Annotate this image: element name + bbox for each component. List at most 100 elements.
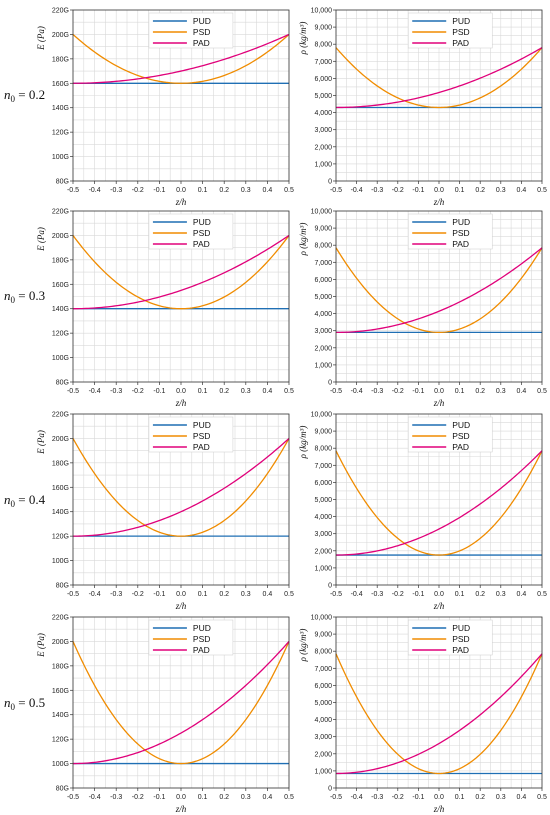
- chart-panel: -0.5 -0.4 -0.3 -0.2 -0.1 0.0 0.1 0.2 0.3 0.4 0.5 0 1…: [298, 615, 547, 815]
- x-tick-label: -0.1: [153, 187, 165, 194]
- series-line-psd: [72, 438, 290, 537]
- x-tick-label: 0.2: [219, 794, 229, 801]
- x-tick-label: 0.2: [475, 388, 485, 395]
- y-tick-label: 220G: [52, 615, 69, 622]
- y-tick-label: 4,000: [314, 311, 332, 318]
- y-tick-label: 6,000: [314, 76, 332, 83]
- x-tick-label: 0.3: [496, 794, 506, 801]
- row-label-sub: 0: [11, 94, 16, 104]
- y-tick-label: 3,000: [314, 328, 332, 335]
- row-label: n0 = 0.5: [4, 695, 45, 712]
- x-tick-label: 0.0: [434, 187, 444, 194]
- series-line-pad: [335, 450, 543, 556]
- legend-label-pad: PAD: [193, 442, 210, 452]
- legend-box: [148, 619, 234, 656]
- y-axis-label: ρ (kg/m³): [298, 22, 308, 56]
- y-tick-label: 200G: [52, 436, 69, 443]
- legend-box: [407, 213, 493, 250]
- y-tick-label: 7,000: [314, 463, 332, 470]
- legend-label-pad: PAD: [193, 645, 210, 655]
- x-tick-label: 0.4: [517, 794, 527, 801]
- x-tick-label: -0.1: [153, 388, 165, 395]
- x-tick-label: -0.5: [330, 388, 342, 395]
- legend-box: [148, 12, 234, 49]
- y-tick-label: 7,000: [314, 260, 332, 267]
- legend-label-pad: PAD: [193, 38, 210, 48]
- x-tick-label: 0.0: [176, 794, 186, 801]
- y-tick-label: 160G: [52, 485, 69, 492]
- x-tick-label: 0.1: [455, 591, 465, 598]
- row-label-n: n: [4, 695, 11, 710]
- y-tick-label: 9,000: [314, 429, 332, 436]
- chart-panel: -0.5 -0.4 -0.3 -0.2 -0.1 0.0 0.1 0.2 0.3 0.4 0.5 80…: [36, 615, 294, 815]
- x-tick-label: -0.2: [132, 794, 144, 801]
- y-tick-label: 1,000: [314, 362, 332, 369]
- y-axis-label: ρ (kg/m³): [298, 426, 308, 460]
- y-tick-label: 1,000: [314, 565, 332, 572]
- y-tick-label: 120G: [52, 534, 69, 541]
- row-label-eq: = 0.5: [15, 695, 45, 710]
- x-tick-label: -0.4: [351, 794, 363, 801]
- x-tick-label: 0.4: [517, 591, 527, 598]
- x-tick-label: -0.2: [392, 388, 404, 395]
- x-tick-label: 0.5: [284, 794, 294, 801]
- y-tick-label: 4,000: [314, 514, 332, 521]
- y-tick-label: 3,000: [314, 127, 332, 134]
- x-tick-label: 0.0: [176, 591, 186, 598]
- y-tick-label: 120G: [52, 331, 69, 338]
- series-line-psd: [72, 33, 290, 84]
- x-tick-label: 0.1: [455, 388, 465, 395]
- row-label: n0 = 0.2: [4, 87, 45, 104]
- y-tick-label: 7,000: [314, 59, 332, 66]
- y-tick-label: 200G: [52, 639, 69, 646]
- series-line-pad: [72, 33, 290, 84]
- y-tick-label: 2,000: [314, 751, 332, 758]
- x-tick-label: -0.3: [110, 187, 122, 194]
- x-tick-label: 0.4: [517, 187, 527, 194]
- x-tick-label: 0.3: [241, 794, 251, 801]
- x-tick-label: 0.3: [241, 591, 251, 598]
- row-label-eq: = 0.3: [15, 288, 45, 303]
- y-tick-label: 10,000: [311, 8, 333, 15]
- x-tick-label: 0.1: [198, 388, 208, 395]
- x-tick-label: -0.4: [351, 591, 363, 598]
- y-tick-label: 200G: [52, 32, 69, 39]
- y-tick-label: 1,000: [314, 768, 332, 775]
- legend-label-psd: PSD: [193, 228, 210, 238]
- legend-label-pad: PAD: [452, 239, 469, 249]
- x-tick-label: 0.3: [241, 187, 251, 194]
- y-tick-label: 140G: [52, 105, 69, 112]
- x-tick-label: 0.2: [219, 187, 229, 194]
- y-tick-label: 6,000: [314, 480, 332, 487]
- series-line-pad: [335, 653, 543, 775]
- y-tick-label: 0: [328, 583, 332, 590]
- x-tick-label: -0.2: [392, 187, 404, 194]
- y-tick-label: 100G: [52, 154, 69, 161]
- y-tick-label: 5,000: [314, 700, 332, 707]
- y-tick-label: 8,000: [314, 42, 332, 49]
- x-tick-label: 0.5: [537, 187, 547, 194]
- x-axis-label: z/h: [175, 601, 187, 611]
- y-tick-label: 180G: [52, 257, 69, 264]
- y-axis-label: E (Pa): [36, 26, 46, 51]
- x-tick-label: 0.2: [475, 794, 485, 801]
- series-line-psd: [335, 247, 543, 334]
- x-tick-label: -0.5: [67, 591, 79, 598]
- x-tick-label: -0.1: [153, 794, 165, 801]
- y-tick-label: 220G: [52, 8, 69, 15]
- x-tick-label: 0.5: [537, 591, 547, 598]
- row-label: n0 = 0.3: [4, 288, 45, 305]
- y-tick-label: 3,000: [314, 531, 332, 538]
- legend-box: [148, 416, 234, 453]
- y-tick-label: 180G: [52, 460, 69, 467]
- x-axis-label: z/h: [433, 804, 445, 814]
- y-tick-label: 8,000: [314, 649, 332, 656]
- y-tick-label: 5,000: [314, 497, 332, 504]
- x-tick-label: -0.5: [67, 794, 79, 801]
- x-tick-label: 0.4: [263, 388, 273, 395]
- x-tick-label: 0.3: [241, 388, 251, 395]
- series-line-pad: [335, 247, 543, 334]
